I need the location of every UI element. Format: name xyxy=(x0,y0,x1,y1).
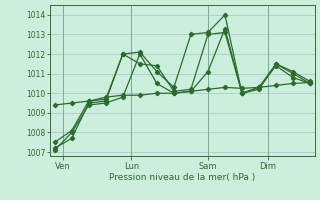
X-axis label: Pression niveau de la mer( hPa ): Pression niveau de la mer( hPa ) xyxy=(109,173,256,182)
